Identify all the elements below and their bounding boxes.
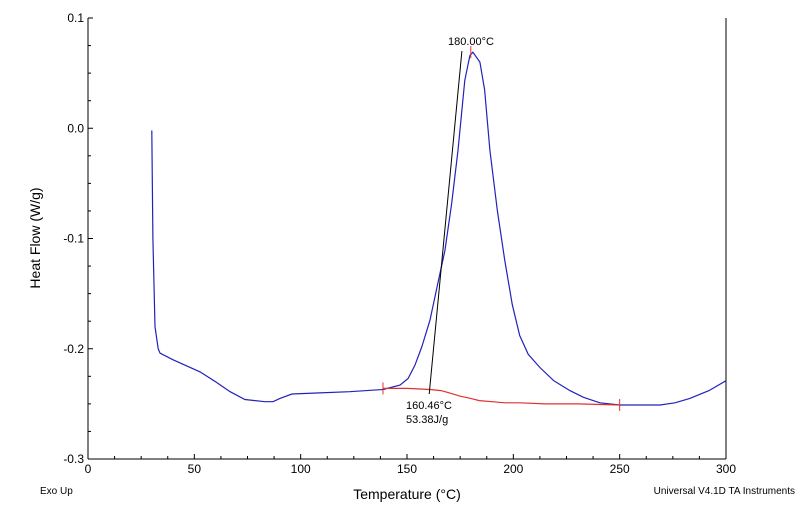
x-tick-label: 300 bbox=[716, 462, 736, 476]
x-axis-label: Temperature (°C) bbox=[353, 486, 461, 502]
axes bbox=[87, 18, 727, 460]
footer-instrument: Universal V4.1D TA Instruments bbox=[654, 486, 795, 497]
peak-annotation: 180.00°C bbox=[448, 36, 494, 48]
x-tick-label: 150 bbox=[397, 462, 417, 476]
y-tick-label: -0.3 bbox=[63, 452, 84, 466]
integration-baseline bbox=[383, 387, 620, 406]
ticks: 0 50 100 150 200 250 300 0.1 0.0 -0.1 -0.2 -0.3 bbox=[63, 11, 736, 476]
x-tick-label: 50 bbox=[188, 462, 202, 476]
footer-exo-up: Exo Up bbox=[40, 486, 73, 497]
y-tick-label: 0.1 bbox=[67, 11, 84, 25]
onset-tangent-line bbox=[428, 51, 463, 395]
y-axis-label: Heat Flow (W/g) bbox=[27, 187, 43, 288]
y-tick-label: 0.0 bbox=[67, 121, 84, 135]
x-tick-label: 250 bbox=[610, 462, 630, 476]
onset-annotation: 160.46°C bbox=[406, 400, 452, 412]
x-tick-label: 0 bbox=[85, 462, 92, 476]
y-tick-label: -0.1 bbox=[63, 232, 84, 246]
heat-flow-curve bbox=[151, 51, 727, 406]
x-tick-label: 100 bbox=[291, 462, 311, 476]
series bbox=[151, 46, 727, 411]
x-tick-label: 200 bbox=[503, 462, 523, 476]
enthalpy-annotation: 53.38J/g bbox=[406, 414, 448, 426]
y-tick-label: -0.2 bbox=[63, 342, 84, 356]
